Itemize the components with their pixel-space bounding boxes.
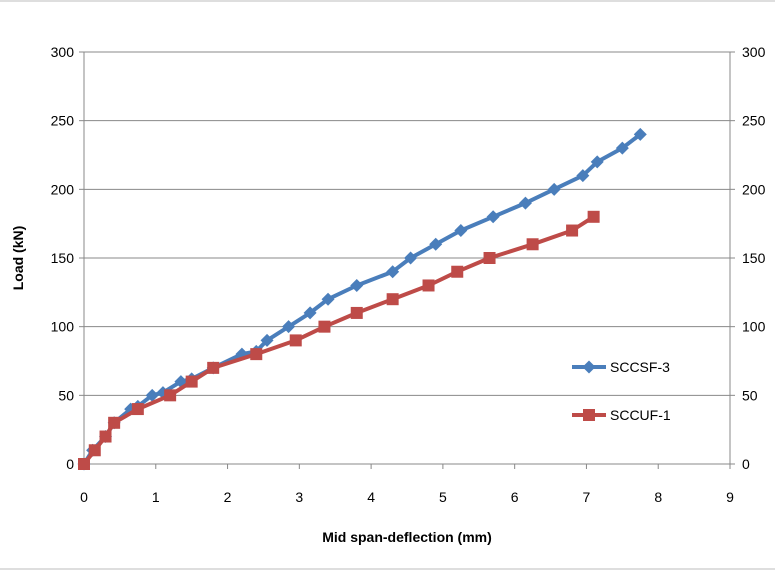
- y-tick-label: 50: [58, 387, 74, 403]
- legend: SCCSF-3 SCCUF-1: [572, 359, 671, 423]
- data-point-sccuf-1: [422, 279, 435, 292]
- data-point-sccuf-1: [526, 238, 539, 251]
- y2-tick-label: 250: [742, 113, 766, 129]
- y2-tick-label: 0: [742, 456, 750, 472]
- x-tick-label: 1: [152, 489, 160, 505]
- series-line-sccuf-1: [82, 215, 595, 466]
- data-point-sccsf-3: [350, 278, 364, 292]
- y2-tick-label: 150: [742, 250, 766, 266]
- data-point-sccsf-3: [321, 292, 335, 306]
- legend-swatch-marker: [583, 409, 595, 421]
- data-point-sccuf-1: [78, 458, 90, 470]
- y-axis-title: Load (kN): [10, 226, 26, 291]
- y-tick-label: 150: [51, 250, 75, 266]
- series-sccsf-3: [77, 127, 647, 471]
- y-tick-label: 250: [51, 113, 75, 129]
- y-tick-label: 300: [51, 44, 75, 60]
- data-point-sccuf-1: [587, 210, 600, 223]
- x-tick-label: 9: [726, 489, 734, 505]
- data-point-sccsf-3: [633, 127, 647, 141]
- y2-tick-label: 300: [742, 44, 766, 60]
- y-tick-label: 100: [51, 319, 75, 335]
- data-point-sccuf-1: [566, 224, 579, 237]
- data-point-sccuf-1: [483, 252, 496, 264]
- legend-item-sccuf-1: SCCUF-1: [572, 407, 671, 423]
- data-point-sccuf-1: [250, 348, 263, 361]
- data-point-sccsf-3: [454, 224, 468, 238]
- data-point-sccuf-1: [131, 403, 144, 416]
- data-point-sccsf-3: [547, 182, 561, 196]
- data-point-sccuf-1: [164, 389, 177, 402]
- data-point-sccsf-3: [282, 320, 296, 334]
- data-point-sccuf-1: [99, 430, 112, 443]
- data-point-sccuf-1: [185, 375, 198, 388]
- x-tick-label: 8: [654, 489, 662, 505]
- x-tick-label: 6: [511, 489, 519, 505]
- data-point-sccsf-3: [590, 155, 604, 169]
- data-point-sccsf-3: [145, 388, 159, 402]
- data-point-sccsf-3: [576, 169, 590, 183]
- x-tick-label: 7: [583, 489, 591, 505]
- data-point-sccsf-3: [404, 251, 418, 265]
- data-point-sccuf-1: [350, 306, 363, 319]
- x-tick-label: 5: [439, 489, 447, 505]
- x-tick-label: 2: [224, 489, 232, 505]
- data-point-sccuf-1: [108, 416, 121, 429]
- axes: 0 0 50 50 100 100 150 150 200 200 250 250 300 300 0 1 2 3…: [51, 44, 766, 505]
- legend-label: SCCUF-1: [610, 407, 671, 423]
- data-point-sccuf-1: [318, 320, 331, 333]
- data-point-sccuf-1: [451, 265, 464, 278]
- data-point-sccsf-3: [429, 237, 443, 251]
- legend-swatch-marker: [582, 360, 596, 374]
- series-line-sccsf-3: [82, 132, 642, 466]
- x-tick-label: 0: [80, 489, 88, 505]
- series-sccuf-1: [78, 210, 600, 470]
- data-point-sccsf-3: [486, 210, 500, 224]
- series-layer: [77, 127, 647, 471]
- data-point-sccuf-1: [207, 361, 220, 374]
- y2-tick-label: 100: [742, 319, 766, 335]
- data-point-sccuf-1: [289, 334, 302, 347]
- y2-tick-label: 200: [742, 181, 766, 197]
- y-tick-label: 0: [66, 456, 74, 472]
- x-axis-title: Mid span-deflection (mm): [322, 529, 492, 545]
- data-point-sccsf-3: [303, 306, 317, 320]
- x-tick-label: 4: [367, 489, 375, 505]
- data-point-sccsf-3: [386, 265, 400, 279]
- x-tick-label: 3: [295, 489, 303, 505]
- data-point-sccsf-3: [518, 196, 532, 210]
- data-point-sccuf-1: [88, 444, 101, 457]
- data-point-sccsf-3: [260, 333, 274, 347]
- y-tick-label: 200: [51, 181, 75, 197]
- data-point-sccuf-1: [386, 293, 399, 306]
- legend-label: SCCSF-3: [610, 359, 670, 375]
- legend-item-sccsf-3: SCCSF-3: [572, 359, 670, 375]
- y2-tick-label: 50: [742, 387, 758, 403]
- data-point-sccsf-3: [615, 141, 629, 155]
